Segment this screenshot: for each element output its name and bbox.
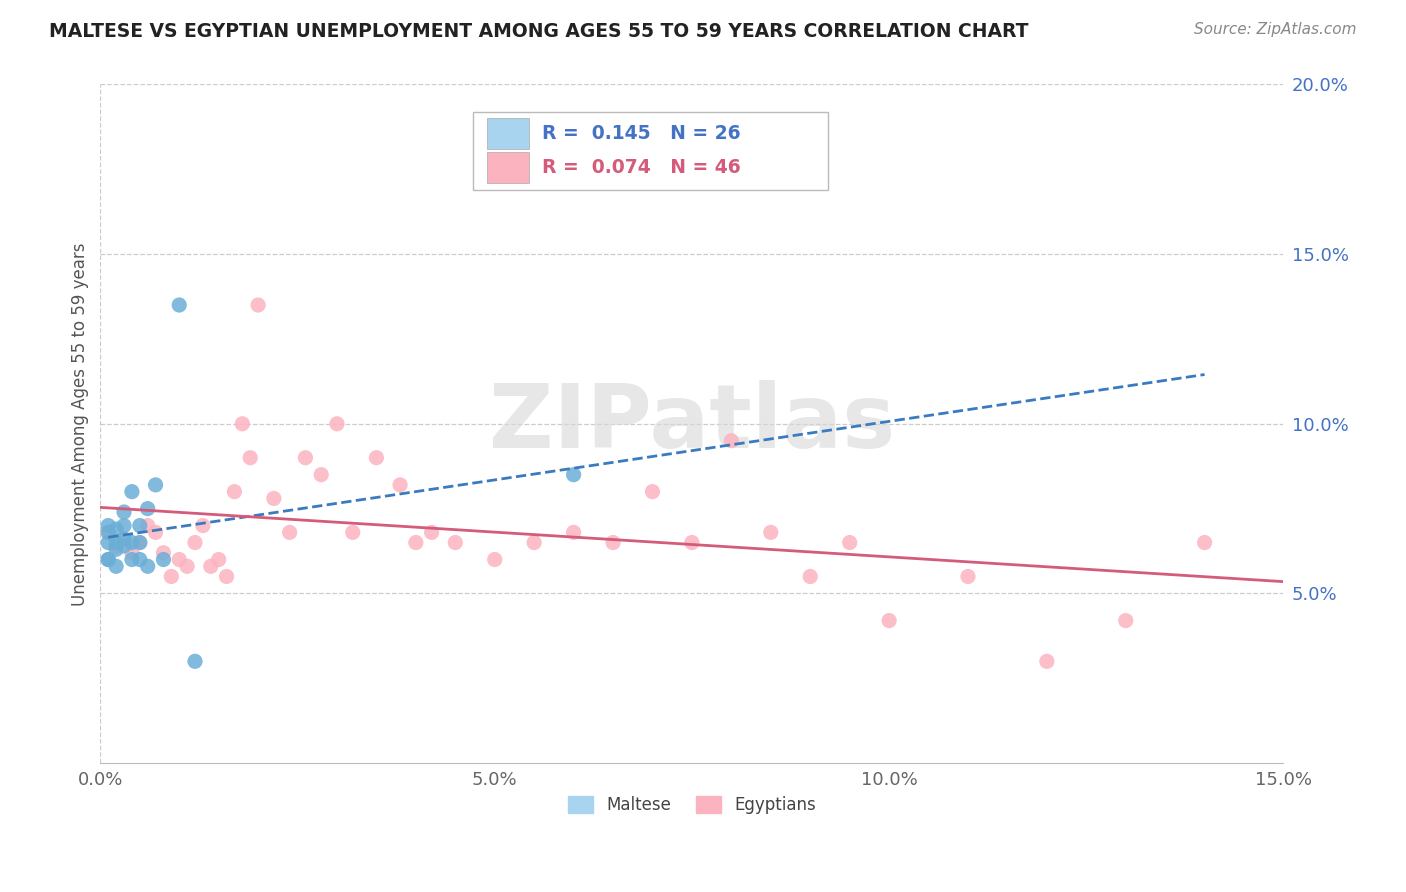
Legend: Maltese, Egyptians: Maltese, Egyptians [560, 788, 824, 822]
Point [128, 535, 150, 549]
Point [97, 518, 120, 533]
Point [231, 417, 253, 431]
Point [105, 539, 128, 553]
Point [160, 569, 183, 583]
Point [720, 434, 742, 448]
Point [128, 518, 150, 533]
Point [105, 535, 128, 549]
Point [602, 535, 624, 549]
Point [389, 478, 412, 492]
Y-axis label: Unemployment Among Ages 55 to 59 years: Unemployment Among Ages 55 to 59 years [72, 242, 89, 606]
Point [444, 535, 467, 549]
Point [152, 546, 174, 560]
Point [838, 535, 860, 549]
Point [562, 467, 585, 482]
Text: ZIPatlas: ZIPatlas [489, 380, 896, 467]
Point [128, 535, 150, 549]
Point [799, 569, 821, 583]
Point [1194, 535, 1216, 549]
Point [97, 552, 120, 566]
Point [224, 484, 246, 499]
Point [877, 614, 900, 628]
Point [759, 525, 782, 540]
Point [97, 525, 120, 540]
Point [112, 532, 135, 546]
Point [1115, 614, 1137, 628]
FancyBboxPatch shape [488, 119, 529, 149]
Point [128, 552, 150, 566]
Point [97, 535, 120, 549]
Point [208, 552, 231, 566]
Point [294, 450, 316, 465]
Point [215, 569, 238, 583]
Point [239, 450, 262, 465]
Point [145, 478, 167, 492]
Point [309, 467, 332, 482]
Point [136, 518, 159, 533]
Point [136, 559, 159, 574]
Point [326, 417, 349, 431]
Point [191, 518, 214, 533]
Point [366, 450, 388, 465]
Point [167, 298, 190, 312]
Point [105, 522, 128, 536]
Point [121, 535, 143, 549]
Point [484, 552, 506, 566]
Point [152, 552, 174, 566]
Point [145, 525, 167, 540]
Point [105, 559, 128, 574]
Point [121, 546, 143, 560]
Point [184, 654, 207, 668]
Text: R =  0.074   N = 46: R = 0.074 N = 46 [541, 159, 741, 178]
Point [136, 501, 159, 516]
Point [681, 535, 703, 549]
Point [176, 559, 198, 574]
Point [342, 525, 364, 540]
Point [247, 298, 270, 312]
Point [121, 484, 143, 499]
Point [956, 569, 979, 583]
Text: MALTESE VS EGYPTIAN UNEMPLOYMENT AMONG AGES 55 TO 59 YEARS CORRELATION CHART: MALTESE VS EGYPTIAN UNEMPLOYMENT AMONG A… [49, 22, 1029, 41]
Point [523, 535, 546, 549]
Point [97, 552, 120, 566]
Point [97, 525, 120, 540]
Point [200, 559, 222, 574]
Text: Source: ZipAtlas.com: Source: ZipAtlas.com [1194, 22, 1357, 37]
Point [641, 484, 664, 499]
Point [112, 505, 135, 519]
Point [105, 542, 128, 557]
Point [112, 532, 135, 546]
FancyBboxPatch shape [488, 153, 529, 183]
Point [1036, 654, 1059, 668]
Point [405, 535, 427, 549]
Point [420, 525, 443, 540]
Point [121, 552, 143, 566]
Point [184, 535, 207, 549]
Point [167, 552, 190, 566]
Point [562, 525, 585, 540]
Point [112, 518, 135, 533]
Point [112, 539, 135, 553]
Point [278, 525, 301, 540]
Text: R =  0.145   N = 26: R = 0.145 N = 26 [541, 125, 741, 144]
Point [263, 491, 285, 506]
FancyBboxPatch shape [472, 112, 828, 190]
